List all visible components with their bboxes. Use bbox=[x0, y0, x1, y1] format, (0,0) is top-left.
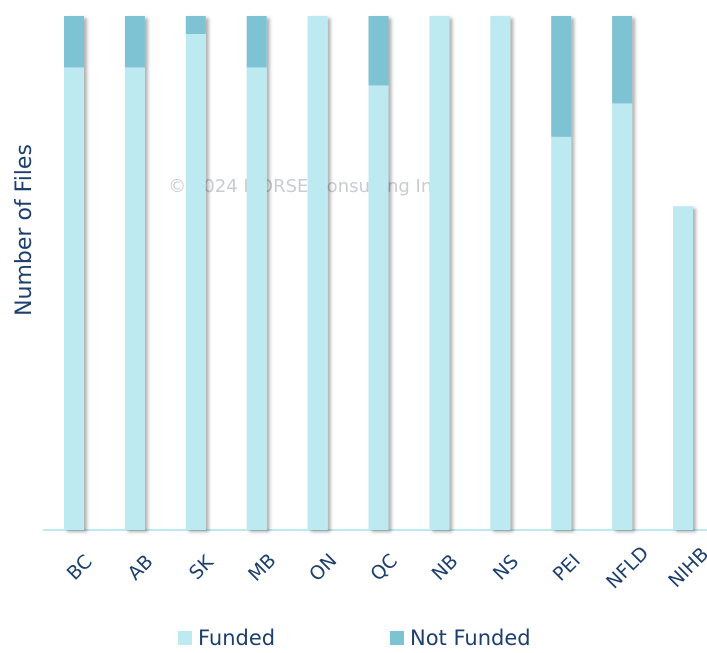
legend-label: Funded bbox=[198, 626, 275, 650]
legend-swatch bbox=[390, 631, 404, 645]
x-tick-label: PEI bbox=[549, 550, 585, 586]
bar-segment bbox=[307, 16, 328, 530]
bar-segment bbox=[612, 16, 633, 104]
x-tick-label: NB bbox=[428, 550, 463, 585]
x-tick-label: NS bbox=[489, 551, 523, 585]
bar-segment bbox=[368, 85, 389, 530]
bar-stack bbox=[551, 16, 572, 531]
x-tick-label: MB bbox=[244, 549, 280, 585]
bar-segment bbox=[246, 16, 267, 68]
bar-segment bbox=[551, 136, 572, 531]
bar-segment bbox=[673, 206, 693, 530]
bar-stack bbox=[185, 16, 206, 531]
bar-stack bbox=[429, 16, 450, 530]
bar-segment bbox=[124, 16, 145, 68]
bar-segment bbox=[185, 33, 206, 531]
bar-stack bbox=[124, 16, 145, 531]
bar-stack bbox=[368, 16, 389, 530]
x-tick-label: ON bbox=[305, 550, 341, 586]
x-tick-label: BC bbox=[63, 551, 97, 585]
x-tick-label: AB bbox=[124, 551, 158, 585]
bar-segment bbox=[612, 103, 633, 530]
bar-stack bbox=[490, 16, 511, 530]
legend-label: Not Funded bbox=[410, 626, 531, 650]
bar-segment bbox=[368, 16, 389, 86]
x-tick-label: QC bbox=[366, 550, 402, 586]
x-tick-label: NFLD bbox=[602, 542, 653, 593]
y-axis-label: Number of Files bbox=[12, 144, 37, 316]
x-tick-label: SK bbox=[185, 551, 218, 584]
bar-segment bbox=[246, 67, 267, 531]
bar-stack bbox=[612, 16, 633, 530]
bar-stack bbox=[673, 206, 693, 530]
bar-stack bbox=[64, 16, 84, 531]
bar-stack bbox=[246, 16, 267, 531]
bar-segment bbox=[551, 16, 572, 137]
bar-segment bbox=[490, 16, 511, 530]
legend-swatch bbox=[178, 631, 192, 645]
bar-segment bbox=[124, 67, 145, 531]
bar-segment bbox=[185, 16, 206, 34]
bar-segment bbox=[64, 67, 84, 531]
bar-segment bbox=[429, 16, 450, 530]
bar-segment bbox=[64, 16, 84, 68]
bar-stack bbox=[307, 16, 328, 530]
x-tick-label: NIHB bbox=[664, 543, 707, 592]
